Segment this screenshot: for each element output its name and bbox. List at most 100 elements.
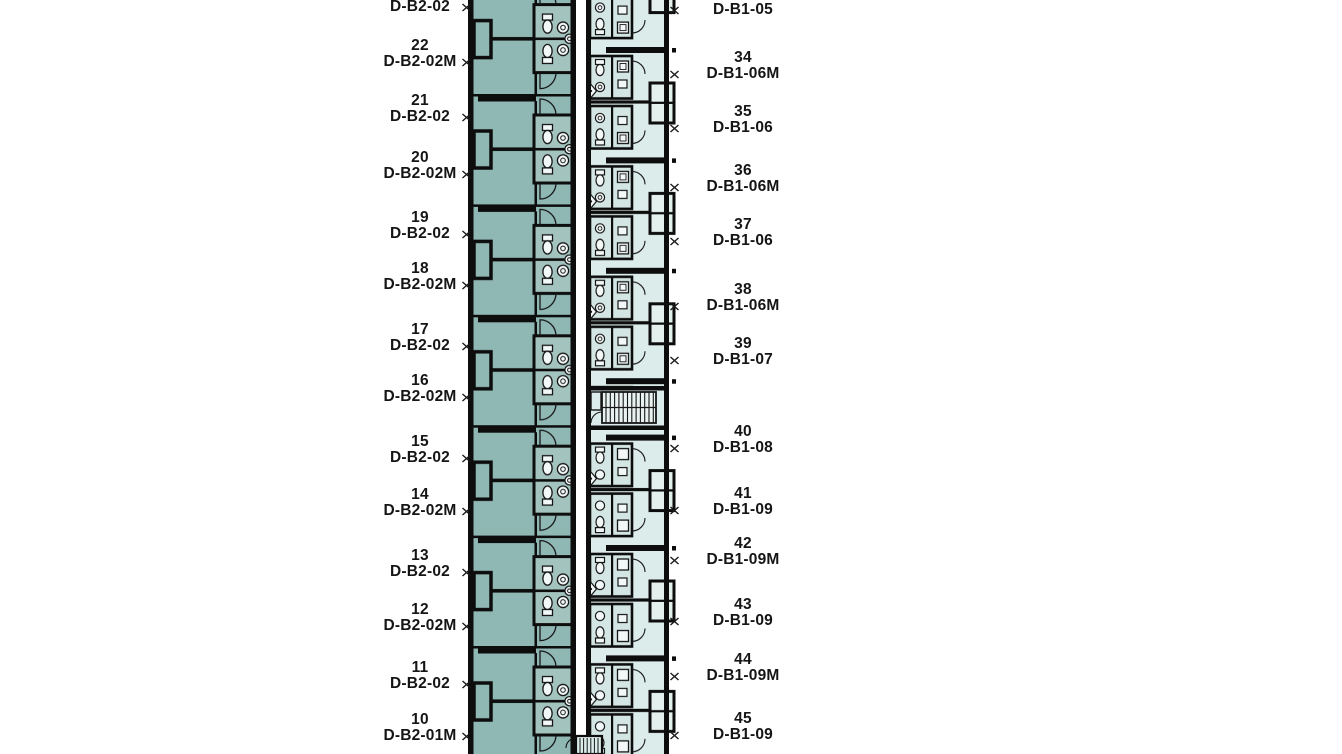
unit-number: 42	[734, 535, 752, 552]
unit-number: 45	[734, 710, 752, 727]
break-mark-icon	[670, 70, 679, 79]
break-mark-icon	[670, 617, 679, 626]
unit-code: D-B1-06M	[706, 297, 780, 314]
break-mark-icon	[462, 170, 471, 179]
break-mark-icon	[670, 506, 679, 515]
unit-code: D-B2-02M	[383, 276, 457, 293]
unit-number: 12	[411, 601, 429, 618]
unit-code: D-B2-02	[390, 675, 450, 692]
unit-label-row: 39 D-B1-07	[668, 336, 818, 368]
break-mark-icon	[670, 183, 679, 192]
unit-code: D-B1-06	[713, 232, 773, 249]
unit-label-row: 38 D-B1-06M	[668, 282, 818, 314]
unit-label-row: 22 D-B2-02M	[370, 37, 471, 70]
unit-number: 37	[734, 216, 752, 233]
unit-number: 19	[411, 209, 429, 226]
unit-number: 10	[411, 711, 429, 728]
break-mark-icon	[462, 342, 471, 351]
unit-label-row: 45 D-B1-09	[668, 711, 818, 743]
break-mark-icon	[670, 237, 679, 246]
unit-code: D-B2-02M	[383, 53, 457, 70]
unit-code: D-B2-02M	[383, 165, 457, 182]
unit-number: 14	[411, 486, 429, 503]
break-mark-icon	[462, 680, 471, 689]
unit-code: D-B2-02	[390, 563, 450, 580]
break-mark-icon	[670, 356, 679, 365]
unit-code: D-B2-02	[390, 0, 450, 15]
unit-label-row: D-B2-02	[370, 0, 471, 15]
unit-label-row: D-B1-05	[668, 2, 818, 18]
unit-code: D-B1-07	[713, 351, 773, 368]
unit-label-row: 13 D-B2-02	[370, 547, 471, 580]
unit-number: 11	[411, 659, 429, 676]
unit-code: D-B2-01M	[383, 727, 457, 744]
tower-strip-left	[468, 0, 576, 754]
break-mark-icon	[670, 556, 679, 565]
break-mark-icon	[462, 622, 471, 631]
unit-label-row: 16 D-B2-02M	[370, 372, 471, 405]
break-mark-icon	[462, 507, 471, 516]
unit-label-row: 34 D-B1-06M	[668, 50, 818, 82]
unit-number: 16	[411, 372, 429, 389]
staircase-core	[588, 386, 668, 430]
unit-label-row: 11 D-B2-02	[370, 659, 471, 692]
unit-number: 20	[411, 149, 429, 166]
break-mark-icon	[670, 302, 679, 311]
break-mark-icon	[670, 124, 679, 133]
unit-number: 43	[734, 596, 752, 613]
unit-code: D-B1-05	[713, 1, 773, 18]
unit-number: 22	[411, 37, 429, 54]
unit-number: 35	[734, 103, 752, 120]
unit-code: D-B1-06	[713, 119, 773, 136]
break-mark-icon	[462, 58, 471, 67]
break-mark-icon	[462, 732, 471, 741]
unit-code: D-B2-02	[390, 225, 450, 242]
unit-number: 17	[411, 321, 429, 338]
unit-number: 13	[411, 547, 429, 564]
break-mark-icon	[670, 444, 679, 453]
entry-stair	[565, 734, 604, 754]
unit-label-row: 15 D-B2-02	[370, 433, 471, 466]
unit-code: D-B1-06M	[706, 178, 780, 195]
unit-label-row: 35 D-B1-06	[668, 104, 818, 136]
unit-label-row: 36 D-B1-06M	[668, 163, 818, 195]
unit-code: D-B2-02M	[383, 617, 457, 634]
break-mark-icon	[462, 454, 471, 463]
unit-label-row: 40 D-B1-08	[668, 424, 818, 456]
break-mark-icon	[462, 113, 471, 122]
break-mark-icon	[670, 6, 679, 15]
unit-label-row: 12 D-B2-02M	[370, 601, 471, 634]
unit-label-row: 37 D-B1-06	[668, 217, 818, 249]
unit-code: D-B1-09M	[706, 551, 780, 568]
unit-code: D-B2-02	[390, 449, 450, 466]
unit-code: D-B2-02M	[383, 502, 457, 519]
unit-label-row: 18 D-B2-02M	[370, 261, 471, 293]
unit-number: 36	[734, 162, 752, 179]
unit-code: D-B1-08	[713, 439, 773, 456]
unit-code: D-B2-02	[390, 337, 450, 354]
break-mark-icon	[462, 3, 471, 12]
unit-label-row: 17 D-B2-02	[370, 321, 471, 354]
tower-strip-right	[586, 0, 676, 754]
unit-label-row: 41 D-B1-09	[668, 486, 818, 518]
unit-number: 21	[411, 92, 429, 109]
break-mark-icon	[670, 672, 679, 681]
unit-number: 34	[734, 49, 752, 66]
unit-number: 44	[734, 651, 752, 668]
unit-label-row: 44 D-B1-09M	[668, 652, 818, 684]
unit-label-row: 43 D-B1-09	[668, 597, 818, 629]
unit-code: D-B1-09	[713, 501, 773, 518]
unit-code: D-B1-06M	[706, 65, 780, 82]
unit-code: D-B2-02M	[383, 388, 457, 405]
unit-number: 39	[734, 335, 752, 352]
unit-code: D-B1-09	[713, 612, 773, 629]
break-mark-icon	[462, 281, 471, 290]
unit-code: D-B1-09	[713, 726, 773, 743]
unit-number: 40	[734, 423, 752, 440]
unit-number: 38	[734, 281, 752, 298]
unit-number: 15	[411, 433, 429, 450]
break-mark-icon	[670, 731, 679, 740]
unit-label-row: 10 D-B2-01M	[370, 711, 471, 744]
unit-number: 41	[734, 485, 752, 502]
floorplan-svg	[468, 0, 676, 754]
